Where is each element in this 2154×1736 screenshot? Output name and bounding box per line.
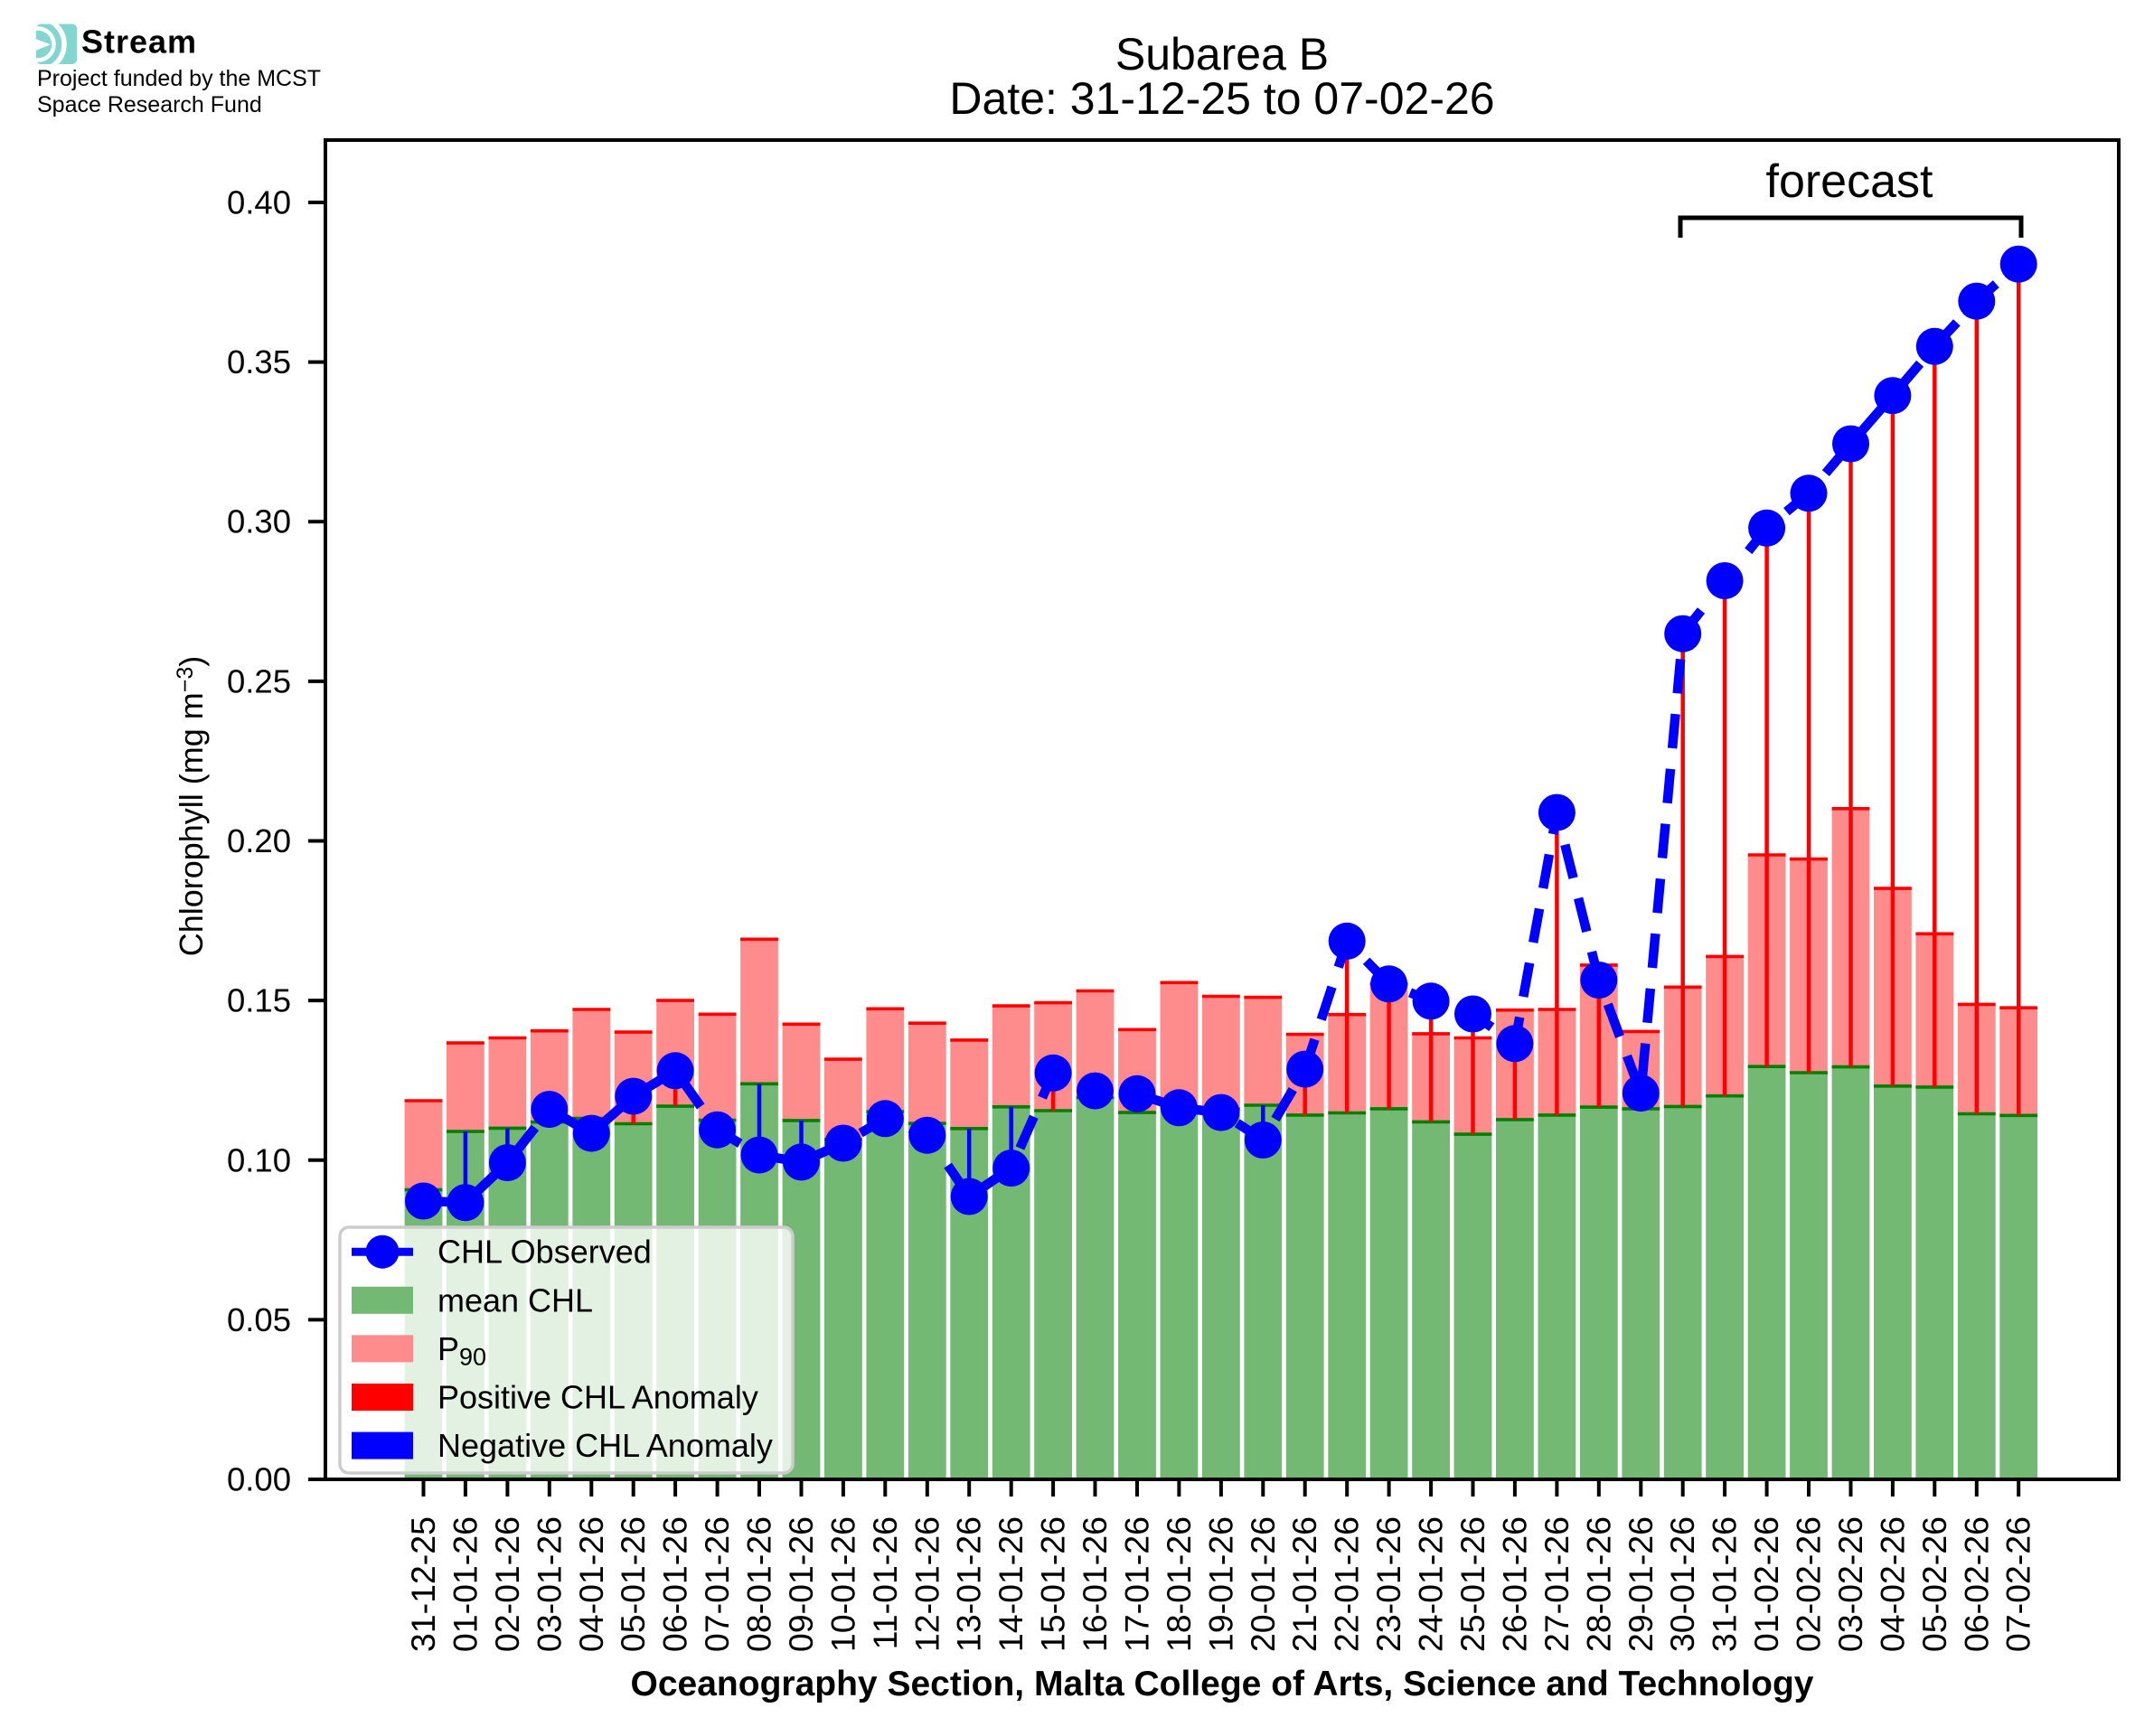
svg-text:07-02-26: 07-02-26 bbox=[1999, 1516, 2037, 1652]
svg-text:23-01-26: 23-01-26 bbox=[1369, 1516, 1407, 1652]
svg-text:15-01-26: 15-01-26 bbox=[1034, 1516, 1072, 1652]
svg-text:03-01-26: 03-01-26 bbox=[530, 1516, 568, 1652]
svg-text:Positive CHL Anomaly: Positive CHL Anomaly bbox=[437, 1379, 758, 1416]
svg-text:05-02-26: 05-02-26 bbox=[1915, 1516, 1953, 1652]
svg-text:forecast: forecast bbox=[1766, 155, 1934, 208]
svg-text:08-01-26: 08-01-26 bbox=[740, 1516, 778, 1652]
svg-text:12-01-26: 12-01-26 bbox=[908, 1516, 945, 1652]
svg-text:06-02-26: 06-02-26 bbox=[1957, 1516, 1995, 1652]
svg-text:11-01-26: 11-01-26 bbox=[866, 1516, 904, 1649]
svg-text:28-01-26: 28-01-26 bbox=[1579, 1516, 1617, 1652]
svg-text:10-01-26: 10-01-26 bbox=[823, 1516, 861, 1652]
svg-text:mean CHL: mean CHL bbox=[437, 1281, 593, 1318]
svg-text:07-01-26: 07-01-26 bbox=[698, 1516, 736, 1652]
svg-text:03-02-26: 03-02-26 bbox=[1831, 1516, 1869, 1652]
svg-text:0.10: 0.10 bbox=[227, 1141, 291, 1178]
svg-text:20-01-26: 20-01-26 bbox=[1244, 1516, 1282, 1652]
svg-text:30-01-26: 30-01-26 bbox=[1663, 1516, 1701, 1652]
svg-text:0.25: 0.25 bbox=[227, 662, 291, 699]
svg-text:Stream: Stream bbox=[81, 23, 197, 61]
svg-text:0.15: 0.15 bbox=[227, 982, 291, 1019]
svg-text:0.20: 0.20 bbox=[227, 822, 291, 859]
svg-text:29-01-26: 29-01-26 bbox=[1622, 1516, 1660, 1652]
svg-text:27-01-26: 27-01-26 bbox=[1538, 1516, 1576, 1652]
svg-text:09-01-26: 09-01-26 bbox=[782, 1516, 820, 1652]
svg-text:02-01-26: 02-01-26 bbox=[488, 1516, 526, 1652]
svg-text:04-01-26: 04-01-26 bbox=[572, 1516, 610, 1652]
svg-text:01-02-26: 01-02-26 bbox=[1747, 1516, 1785, 1652]
svg-text:06-01-26: 06-01-26 bbox=[656, 1516, 694, 1652]
svg-text:01-01-26: 01-01-26 bbox=[446, 1516, 484, 1652]
svg-text:0.35: 0.35 bbox=[227, 343, 291, 380]
svg-text:13-01-26: 13-01-26 bbox=[950, 1516, 988, 1652]
svg-text:0.05: 0.05 bbox=[227, 1301, 291, 1338]
svg-text:0.00: 0.00 bbox=[227, 1461, 291, 1498]
svg-text:0.30: 0.30 bbox=[227, 503, 291, 540]
svg-text:02-02-26: 02-02-26 bbox=[1790, 1516, 1828, 1652]
svg-text:CHL Observed: CHL Observed bbox=[437, 1234, 652, 1271]
svg-text:0.40: 0.40 bbox=[227, 184, 291, 221]
svg-text:31-01-26: 31-01-26 bbox=[1706, 1516, 1744, 1652]
svg-text:19-01-26: 19-01-26 bbox=[1201, 1516, 1239, 1652]
svg-text:26-01-26: 26-01-26 bbox=[1495, 1516, 1533, 1652]
svg-text:Space Research Fund: Space Research Fund bbox=[37, 92, 262, 117]
svg-text:Date: 31-12-25 to 07-02-26: Date: 31-12-25 to 07-02-26 bbox=[949, 73, 1494, 124]
svg-text:Project funded by the MCST: Project funded by the MCST bbox=[37, 66, 321, 91]
svg-text:31-12-25: 31-12-25 bbox=[404, 1516, 442, 1652]
svg-text:Negative CHL Anomaly: Negative CHL Anomaly bbox=[437, 1427, 773, 1464]
svg-text:22-01-26: 22-01-26 bbox=[1328, 1516, 1366, 1652]
svg-text:Chlorophyll (mg m−3): Chlorophyll (mg m−3) bbox=[173, 656, 210, 957]
svg-text:Oceanography Section, Malta Co: Oceanography Section, Malta College of A… bbox=[631, 1665, 1814, 1703]
svg-text:16-01-26: 16-01-26 bbox=[1076, 1516, 1114, 1652]
svg-text:17-01-26: 17-01-26 bbox=[1118, 1516, 1156, 1652]
svg-text:18-01-26: 18-01-26 bbox=[1160, 1516, 1198, 1652]
svg-text:21-01-26: 21-01-26 bbox=[1285, 1516, 1323, 1652]
svg-text:14-01-26: 14-01-26 bbox=[992, 1516, 1030, 1652]
svg-text:25-01-26: 25-01-26 bbox=[1453, 1516, 1491, 1652]
svg-text:Subarea B: Subarea B bbox=[1115, 29, 1329, 80]
svg-text:05-01-26: 05-01-26 bbox=[614, 1516, 652, 1652]
svg-text:04-02-26: 04-02-26 bbox=[1873, 1516, 1911, 1652]
svg-text:24-01-26: 24-01-26 bbox=[1412, 1516, 1450, 1652]
